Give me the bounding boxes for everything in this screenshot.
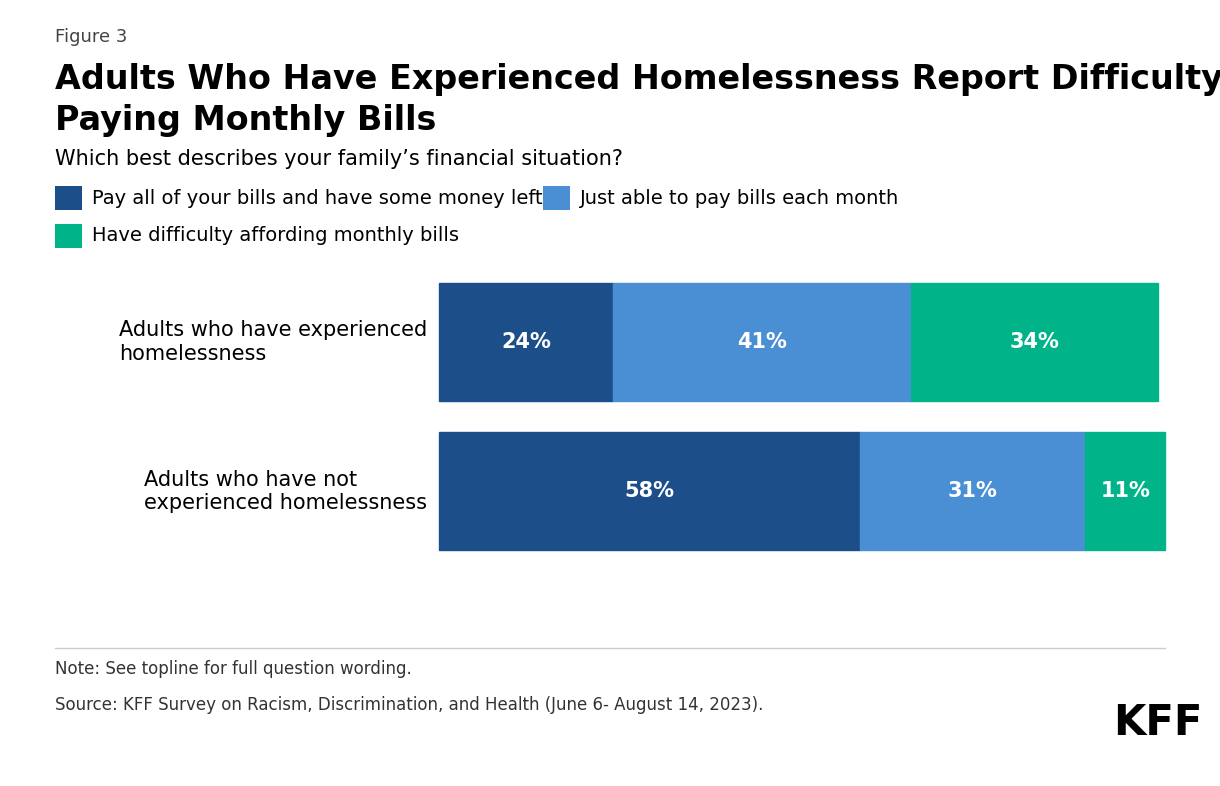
Text: Source: KFF Survey on Racism, Discrimination, and Health (June 6- August 14, 202: Source: KFF Survey on Racism, Discrimina… <box>55 696 764 714</box>
Text: KFF: KFF <box>1113 702 1202 744</box>
Text: Have difficulty affording monthly bills: Have difficulty affording monthly bills <box>92 226 459 245</box>
Text: Figure 3: Figure 3 <box>55 28 127 46</box>
Text: 24%: 24% <box>501 332 551 352</box>
Text: Adults who have not
experienced homelessness: Adults who have not experienced homeless… <box>144 470 427 512</box>
Text: Which best describes your family’s financial situation?: Which best describes your family’s finan… <box>55 149 623 169</box>
Text: 41%: 41% <box>737 332 787 352</box>
Text: Note: See topline for full question wording.: Note: See topline for full question word… <box>55 660 411 678</box>
Text: 34%: 34% <box>1009 332 1059 352</box>
Text: 11%: 11% <box>1100 481 1150 501</box>
Text: Just able to pay bills each month: Just able to pay bills each month <box>580 189 899 208</box>
Text: Paying Monthly Bills: Paying Monthly Bills <box>55 104 437 137</box>
Text: 31%: 31% <box>948 481 998 501</box>
Text: 58%: 58% <box>625 481 675 501</box>
Text: Pay all of your bills and have some money left: Pay all of your bills and have some mone… <box>92 189 542 208</box>
Text: Adults Who Have Experienced Homelessness Report Difficulty: Adults Who Have Experienced Homelessness… <box>55 63 1220 96</box>
Text: Adults who have experienced
homelessness: Adults who have experienced homelessness <box>118 321 427 363</box>
